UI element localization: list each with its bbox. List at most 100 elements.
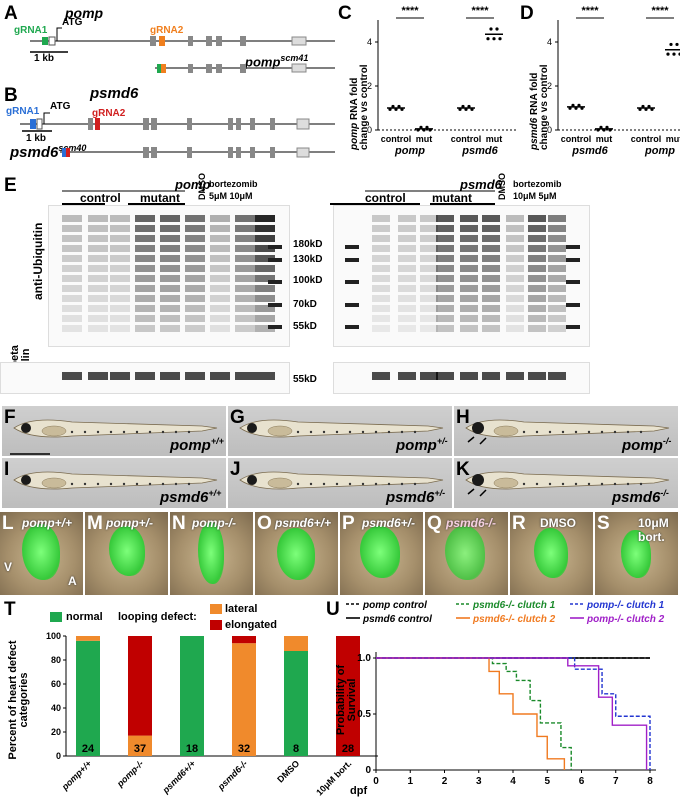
blot-band bbox=[436, 305, 454, 312]
panel-u-xtick-label: 6 bbox=[579, 776, 585, 787]
panel-t-n-label: 24 bbox=[82, 743, 95, 755]
panel-u-xtick-label: 5 bbox=[544, 776, 550, 787]
fish-k-genotype: psmd6-/- bbox=[612, 488, 669, 506]
panel-c-ytick-label: 2 bbox=[367, 81, 372, 91]
panel-d-point bbox=[647, 104, 651, 109]
blot-band bbox=[460, 265, 478, 272]
ladder-band bbox=[268, 303, 282, 307]
legend-looping-label: looping defect: bbox=[118, 611, 197, 623]
blot-band bbox=[436, 315, 454, 322]
blot-band bbox=[235, 255, 255, 262]
panel-c-point bbox=[388, 107, 392, 111]
panel-a-grna1: gRNA1 bbox=[14, 25, 48, 36]
marker-180: 180kD bbox=[293, 239, 323, 250]
blot-band bbox=[110, 255, 130, 262]
panel-d-point bbox=[638, 107, 642, 111]
panel-b-scale: 1 kb bbox=[26, 133, 47, 144]
blot-band bbox=[62, 275, 82, 282]
panel-c-point bbox=[425, 125, 429, 129]
ladder-band bbox=[566, 245, 580, 249]
blot-band bbox=[62, 295, 82, 302]
blot-band bbox=[110, 295, 130, 302]
fish-pigment bbox=[587, 482, 591, 486]
blot-band bbox=[235, 235, 255, 242]
survival-line-4 bbox=[376, 657, 651, 770]
panel-label-d: D bbox=[520, 3, 534, 24]
fish-g-genotype: pomp+/- bbox=[396, 436, 448, 454]
blot-band bbox=[62, 305, 82, 312]
blot-band bbox=[110, 225, 130, 232]
panel-t-bar-normal bbox=[76, 640, 100, 756]
fish-pigment bbox=[83, 430, 87, 434]
blot-band bbox=[398, 265, 416, 272]
blot-band bbox=[420, 255, 438, 262]
blot-band bbox=[135, 265, 155, 272]
panel-t-ytick-label: 60 bbox=[51, 679, 61, 689]
blot-band bbox=[460, 235, 478, 242]
panel-d-point bbox=[577, 103, 581, 107]
blot-band bbox=[135, 295, 155, 302]
fish-pigment bbox=[639, 482, 643, 486]
tubulin-band bbox=[88, 372, 108, 380]
fish-pigment bbox=[374, 482, 378, 486]
panel-b-atg: ATG bbox=[50, 101, 71, 112]
blot-band bbox=[548, 255, 566, 262]
panel-c-point bbox=[391, 104, 395, 109]
blot-band bbox=[528, 225, 546, 232]
panel-c-point bbox=[397, 104, 401, 109]
fish-pigment bbox=[109, 482, 113, 486]
panel-d-point bbox=[608, 128, 612, 132]
blot-band bbox=[372, 295, 390, 302]
arrow-edema bbox=[467, 488, 475, 495]
fish-pigment bbox=[187, 482, 191, 486]
blot-band bbox=[372, 225, 390, 232]
panel-u-xtick-label: 1 bbox=[407, 776, 413, 787]
ladder-band bbox=[566, 280, 580, 284]
fish-pigment bbox=[626, 482, 630, 486]
blot-band bbox=[110, 235, 130, 242]
fish-eye bbox=[472, 422, 484, 434]
blot-band bbox=[210, 285, 230, 292]
ladder-band bbox=[268, 245, 282, 249]
tubulin-band bbox=[548, 372, 566, 380]
panel-label-g: G bbox=[230, 407, 245, 428]
blot-band bbox=[482, 245, 500, 252]
panel-e-right-gene: psmd6 bbox=[460, 177, 502, 192]
blot-band bbox=[255, 265, 275, 272]
fish-j-genotype: psmd6+/- bbox=[386, 488, 446, 506]
blot-band bbox=[436, 225, 454, 232]
fish-pigment bbox=[309, 482, 313, 486]
blot-band bbox=[210, 295, 230, 302]
blot-band bbox=[398, 245, 416, 252]
fish-pigment bbox=[574, 430, 578, 434]
blot-band bbox=[436, 265, 454, 272]
blot-band bbox=[185, 215, 205, 222]
blot-band bbox=[372, 265, 390, 272]
panel-c-point bbox=[428, 128, 432, 132]
fish-pigment bbox=[600, 482, 604, 486]
blot-band bbox=[372, 305, 390, 312]
blot-band bbox=[62, 235, 82, 242]
heart-m-label: pomp+/- bbox=[106, 516, 153, 530]
blot-band bbox=[210, 265, 230, 272]
heart-panel-s bbox=[595, 512, 678, 595]
blot-band bbox=[460, 295, 478, 302]
panel-c-point bbox=[400, 107, 404, 111]
panel-b-grna1: gRNA1 bbox=[6, 106, 40, 117]
blot-band bbox=[235, 315, 255, 322]
blot-band bbox=[548, 325, 566, 332]
blot-band bbox=[235, 285, 255, 292]
fish-pigment bbox=[626, 430, 630, 434]
legend-elongated-swatch bbox=[210, 620, 222, 630]
fish-pigment bbox=[161, 430, 165, 434]
blot-band bbox=[135, 225, 155, 232]
panel-c-x-label: control bbox=[381, 134, 412, 144]
blot-band bbox=[436, 255, 454, 262]
blot-band bbox=[528, 245, 546, 252]
fish-pigment bbox=[70, 430, 74, 434]
panel-u-ytick-label: 0 bbox=[365, 765, 371, 776]
blot-band bbox=[506, 325, 524, 332]
fish-pigment bbox=[148, 482, 152, 486]
panel-d-point bbox=[666, 52, 670, 56]
